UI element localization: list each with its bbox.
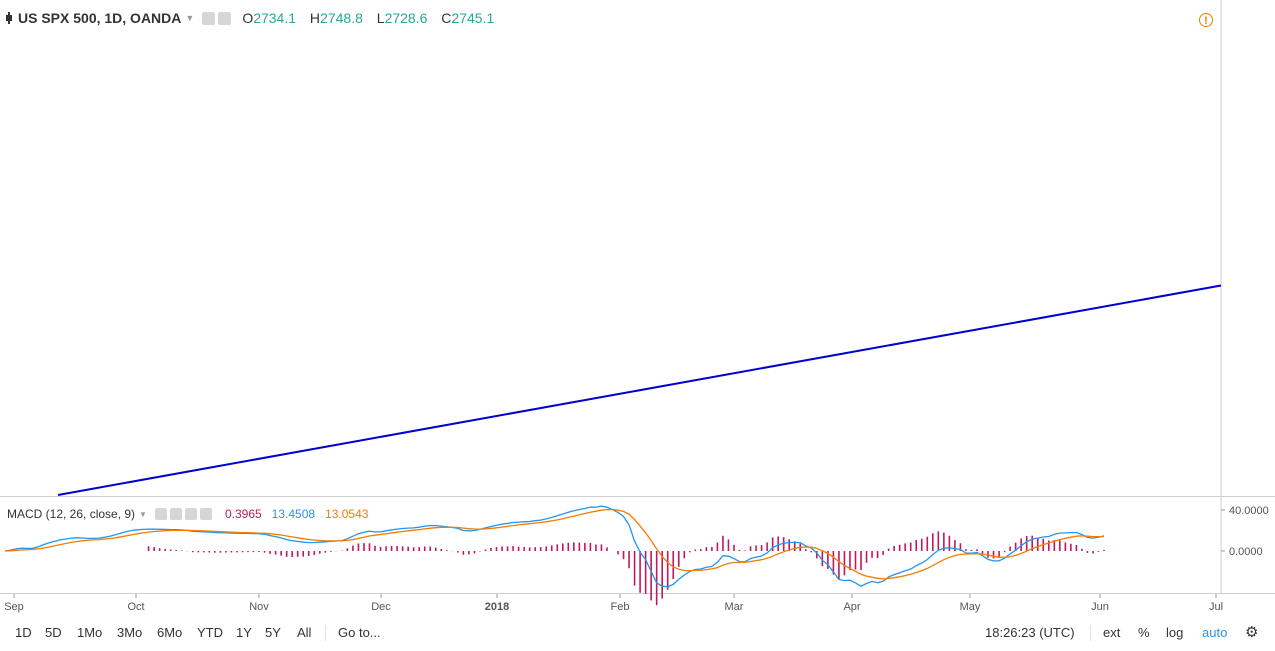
time-tick-label: Jun — [1091, 601, 1109, 613]
timeframe-6mo[interactable]: 6Mo — [157, 625, 183, 640]
time-tick-label: Jul — [1209, 601, 1223, 613]
chevron-down-icon[interactable]: ▼ — [185, 13, 195, 23]
percent-toggle[interactable]: % — [1138, 625, 1150, 640]
low-value: 2728.6 — [384, 10, 428, 26]
close-label: C — [441, 10, 452, 26]
close-icon[interactable] — [199, 508, 212, 520]
low-label: L — [376, 10, 385, 26]
chart-style-icon[interactable] — [4, 12, 14, 24]
macd-title[interactable]: MACD (12, 26, close, 9) — [7, 507, 136, 521]
high-label: H — [309, 10, 321, 26]
log-toggle[interactable]: log — [1166, 625, 1184, 640]
open-label: O — [242, 10, 254, 26]
time-tick-label: Oct — [127, 601, 144, 613]
time-tick-label: Dec — [371, 601, 391, 613]
timeframe-ytd[interactable]: YTD — [197, 625, 223, 640]
trendline — [57, 284, 1222, 496]
eye-icon[interactable] — [202, 11, 216, 25]
open-value: 2734.1 — [253, 10, 297, 26]
gear-icon[interactable]: ⚙ — [1245, 624, 1259, 641]
divider — [325, 625, 326, 641]
timeframe-1y[interactable]: 1Y — [236, 625, 252, 640]
signal-line — [4, 508, 1105, 580]
price-chart[interactable]: 2880.02840.02800.02760.02720.02680.02640… — [0, 0, 1275, 617]
macd-signal-value: 13.0543 — [325, 507, 369, 521]
symbol-title[interactable]: US SPX 500, 1D, OANDA — [18, 10, 182, 26]
time-tick-label: Nov — [249, 601, 269, 613]
add-icon[interactable] — [184, 508, 197, 520]
eye-icon[interactable] — [154, 508, 167, 520]
time-tick-label: Feb — [611, 601, 630, 613]
timeframe-1d[interactable]: 1D — [15, 625, 32, 640]
time-tick-label: 2018 — [485, 601, 509, 613]
symbol-header: US SPX 500, 1D, OANDA ▼ O2734.1 H2748.8 … — [4, 8, 504, 28]
high-value: 2748.8 — [320, 10, 363, 26]
macd-tick-label: 40.0000 — [1229, 505, 1269, 517]
alert-icon[interactable]: ! — [1199, 13, 1213, 27]
timeframe-1mo[interactable]: 1Mo — [77, 625, 103, 640]
divider — [1090, 625, 1091, 641]
macd-line-value: 13.4508 — [271, 507, 316, 521]
utc-clock[interactable]: 18:26:23 (UTC) — [985, 625, 1075, 640]
chevron-down-icon[interactable]: ▼ — [139, 509, 147, 519]
timeframe-all[interactable]: All — [297, 625, 312, 640]
macd-header: MACD (12, 26, close, 9) ▼ 0.3965 13.4508… — [7, 506, 368, 522]
timeframe-3mo[interactable]: 3Mo — [117, 625, 143, 640]
close-value: 2745.1 — [451, 10, 495, 26]
ohlc-values: O2734.1 H2748.8 L2728.6 C2745.1 — [242, 10, 504, 26]
goto-button[interactable]: Go to... — [338, 625, 381, 640]
chart-background — [0, 0, 1275, 617]
time-tick-label: Apr — [843, 601, 860, 613]
macd-hist-value: 0.3965 — [224, 507, 262, 521]
ext-toggle[interactable]: ext — [1103, 625, 1121, 640]
macd-histogram — [147, 531, 1105, 606]
time-tick-label: Mar — [725, 601, 744, 613]
macd-tick-label: 0.0000 — [1229, 546, 1263, 558]
timeframe-5y[interactable]: 5Y — [265, 625, 281, 640]
bottom-toolbar: 1D 5D 1Mo 3Mo 6Mo YTD 1Y 5Y All Go to...… — [0, 617, 1275, 647]
auto-toggle[interactable]: auto — [1202, 625, 1228, 640]
gear-icon[interactable] — [169, 508, 182, 520]
timeframe-5d[interactable]: 5D — [45, 625, 62, 640]
gear-icon[interactable] — [218, 11, 232, 25]
time-tick-label: Sep — [4, 601, 24, 613]
time-tick-label: May — [960, 601, 981, 613]
